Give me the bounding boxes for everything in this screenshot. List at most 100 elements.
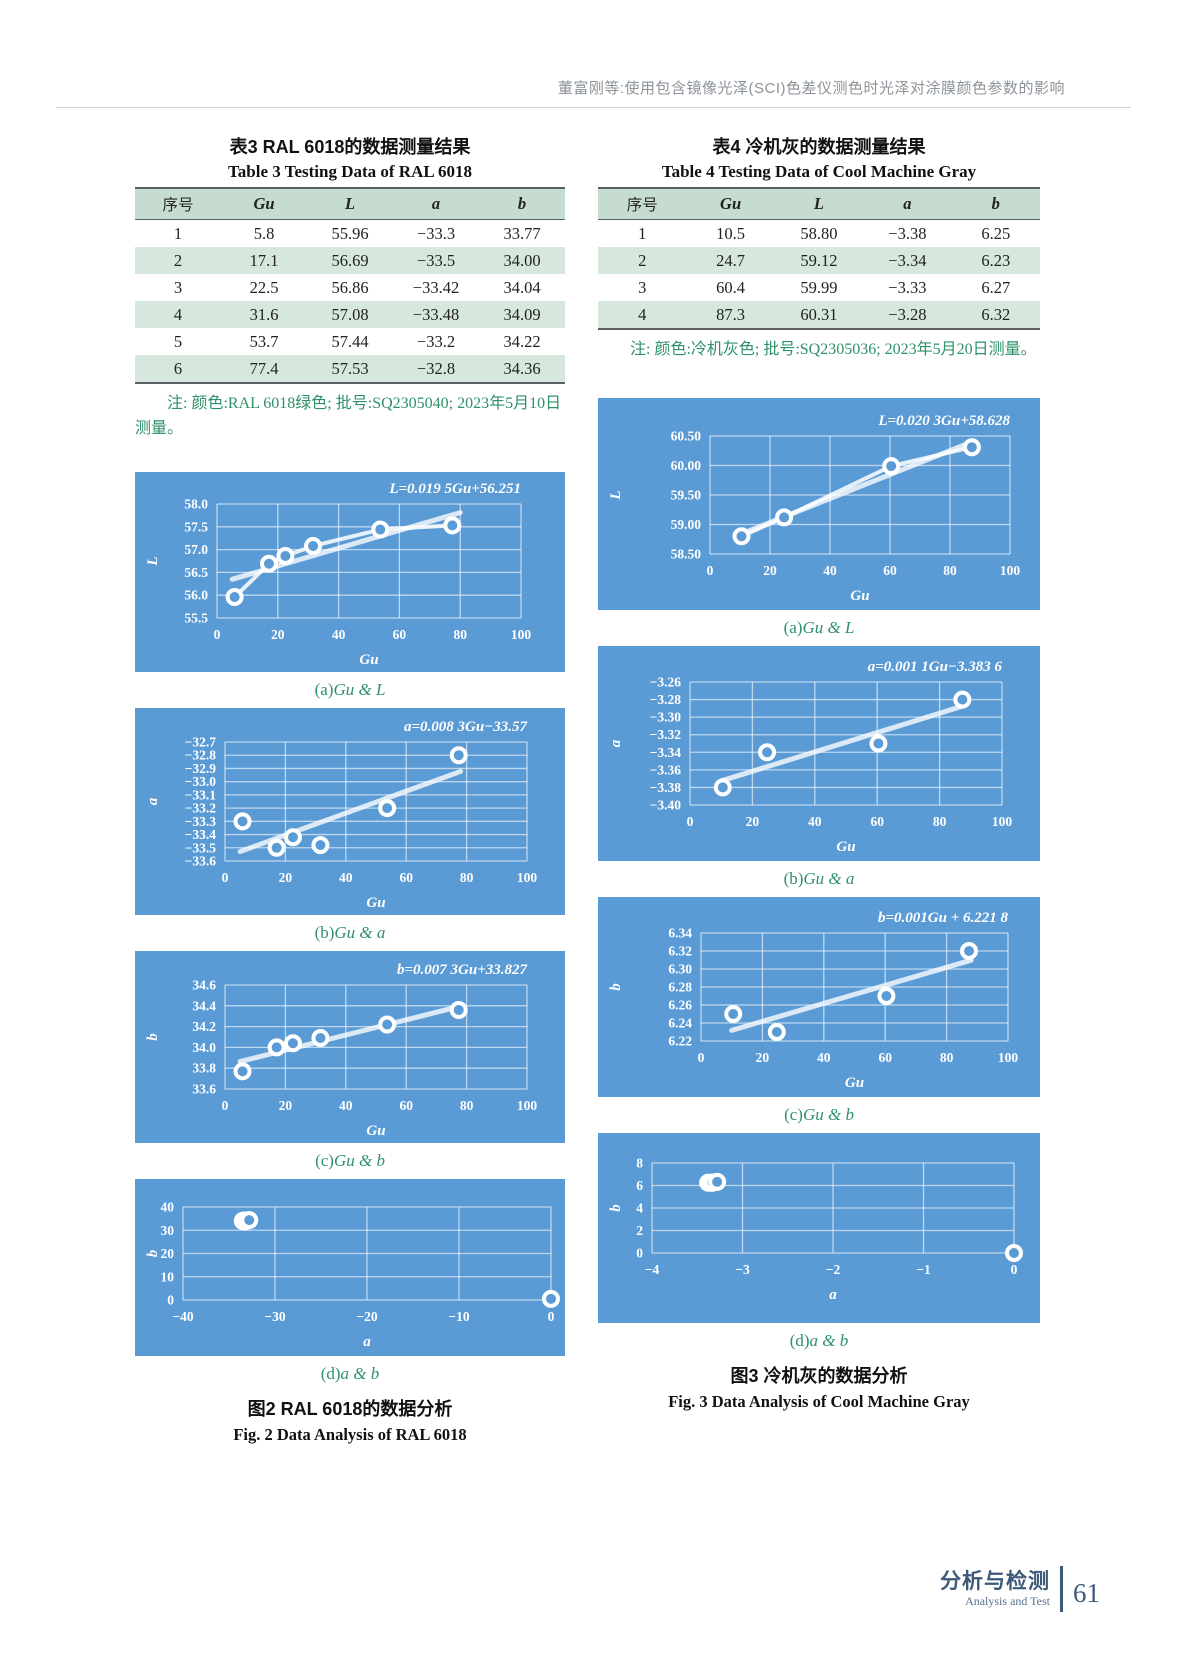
svg-text:L: L [145, 556, 161, 566]
svg-text:60.50: 60.50 [671, 429, 702, 444]
column-header: Gu [221, 188, 307, 220]
table-row: 4 87.3 60.31 −3.28 6.32 [598, 301, 1040, 329]
caption-fig2b-var: Gu & a [334, 923, 386, 942]
chart-fig2c-gu-b: 33.6 33.8 34.0 34.2 34.4 34.6 0 20 40 60 80 100 b=0.… [135, 951, 565, 1143]
svg-text:a=0.008 3Gu−33.57: a=0.008 3Gu−33.57 [404, 719, 528, 735]
caption-fig3b: (b)Gu & a [598, 868, 1040, 890]
table-cell: 4 [598, 301, 687, 329]
svg-text:b: b [145, 1249, 161, 1257]
table-cell: 34.09 [479, 301, 565, 328]
column-header: b [951, 188, 1040, 220]
svg-text:20: 20 [756, 1050, 770, 1065]
table-cell: 5 [173, 332, 183, 351]
svg-text:80: 80 [940, 1050, 954, 1065]
svg-text:−10: −10 [448, 1309, 469, 1324]
table-cell: 60.4 [716, 278, 746, 297]
svg-text:34.6: 34.6 [192, 978, 216, 993]
table4-title-en: Table 4 Testing Data of Cool Machine Gra… [661, 162, 977, 181]
svg-text:60: 60 [883, 563, 897, 578]
table-cell: 2 [135, 247, 221, 274]
table4-title-zh: 表4 冷机灰的数据测量结果 [712, 137, 926, 157]
table-cell: 6.25 [981, 224, 1011, 243]
table-cell: 24.7 [686, 247, 775, 274]
chart-fig2d-a-b: 0 10 20 30 40 −40 −30 −20 −10 0 b a [135, 1179, 565, 1356]
svg-text:−33.3: −33.3 [185, 814, 217, 829]
svg-text:58.50: 58.50 [671, 547, 702, 562]
svg-text:10: 10 [161, 1269, 175, 1284]
svg-text:20: 20 [279, 870, 293, 885]
svg-text:30: 30 [161, 1223, 175, 1238]
svg-text:60: 60 [870, 814, 884, 829]
running-header: 董富刚等:使用包含镜像光泽(SCI)色差仪测色时光泽对涂膜颜色参数的影响 [557, 80, 1065, 97]
svg-text:−32.7: −32.7 [185, 735, 217, 750]
left-column: 表3 RAL 6018的数据测量结果 Table 3 Testing Data … [135, 108, 565, 1447]
svg-text:2: 2 [636, 1223, 643, 1238]
svg-text:60: 60 [399, 1098, 413, 1113]
caption-fig2c: (c)Gu & b [135, 1150, 565, 1172]
caption-fig3d-var: a & b [809, 1331, 849, 1350]
chart-fig3a-gu-l: 58.50 59.00 59.50 60.00 60.50 0 20 40 60 80 100 L=0… [598, 398, 1040, 610]
svg-text:40: 40 [161, 1200, 175, 1215]
caption-fig3a-prefix: (a) [783, 618, 803, 637]
svg-text:40: 40 [339, 1098, 353, 1113]
fig3-caption-zh: 图3 冷机灰的数据分析 [730, 1366, 908, 1386]
svg-text:100: 100 [517, 1098, 538, 1113]
svg-text:57.5: 57.5 [184, 519, 208, 534]
svg-text:100: 100 [517, 870, 538, 885]
fig2-caption-en: Fig. 2 Data Analysis of RAL 6018 [233, 1425, 467, 1444]
svg-text:0: 0 [707, 563, 714, 578]
svg-text:b: b [145, 1033, 161, 1041]
caption-fig3b-prefix: (b) [783, 869, 804, 888]
svg-text:6.24: 6.24 [668, 1016, 692, 1031]
svg-text:−3.32: −3.32 [650, 727, 682, 742]
page-footer: 分析与检测 Analysis and Test 61 [940, 1566, 1100, 1612]
svg-text:4: 4 [636, 1201, 643, 1216]
footer-section-zh: 分析与检测 [940, 1569, 1050, 1593]
table-cell: −33.3 [416, 224, 456, 243]
svg-text:b=0.001Gu + 6.221 8: b=0.001Gu + 6.221 8 [878, 910, 1009, 926]
table-cell: 10.5 [716, 224, 746, 243]
svg-text:0: 0 [698, 1050, 705, 1065]
table-cell: 56.86 [331, 278, 369, 297]
svg-text:33.8: 33.8 [192, 1061, 216, 1076]
table-row: 2 17.1 56.69 −33.5 34.00 [135, 247, 565, 274]
table-cell: −33.5 [393, 247, 479, 274]
svg-text:−1: −1 [916, 1262, 931, 1277]
table-cell: 5.8 [253, 224, 275, 243]
table-cell: −33.42 [412, 278, 460, 297]
svg-text:6.32: 6.32 [668, 944, 692, 959]
table-cell: 53.7 [249, 332, 279, 351]
svg-text:58.0: 58.0 [184, 497, 208, 512]
column-header: b [479, 188, 565, 220]
svg-text:100: 100 [1000, 563, 1021, 578]
table-cell: −3.34 [863, 247, 952, 274]
svg-text:40: 40 [817, 1050, 831, 1065]
svg-text:56.0: 56.0 [184, 588, 208, 603]
svg-text:6: 6 [636, 1178, 643, 1193]
svg-text:80: 80 [460, 1098, 474, 1113]
svg-text:−32.9: −32.9 [185, 761, 217, 776]
svg-text:a: a [608, 739, 624, 747]
column-header: a [393, 188, 479, 220]
table-cell: 34.04 [503, 278, 541, 297]
svg-text:34.0: 34.0 [192, 1040, 216, 1055]
table-cell: 33.77 [503, 224, 541, 243]
svg-text:0: 0 [1011, 1262, 1018, 1277]
svg-text:−3.34: −3.34 [650, 745, 682, 760]
table-cell: 3 [638, 278, 647, 297]
svg-text:Gu: Gu [359, 652, 378, 668]
svg-text:−32.8: −32.8 [185, 748, 217, 763]
page-number: 61 [1073, 1577, 1100, 1608]
svg-text:100: 100 [992, 814, 1013, 829]
chart-svg: 0 10 20 30 40 −40 −30 −20 −10 0 b a [145, 1200, 560, 1350]
caption-fig2b: (b)Gu & a [135, 922, 565, 944]
svg-text:34.4: 34.4 [192, 998, 216, 1013]
svg-text:20: 20 [746, 814, 760, 829]
caption-fig3d: (d)a & b [598, 1330, 1040, 1352]
fig2-caption-zh: 图2 RAL 6018的数据分析 [247, 1399, 453, 1419]
table-cell: 56.69 [307, 247, 393, 274]
table-cell: 31.6 [221, 301, 307, 328]
caption-fig2c-prefix: (c) [315, 1151, 334, 1170]
